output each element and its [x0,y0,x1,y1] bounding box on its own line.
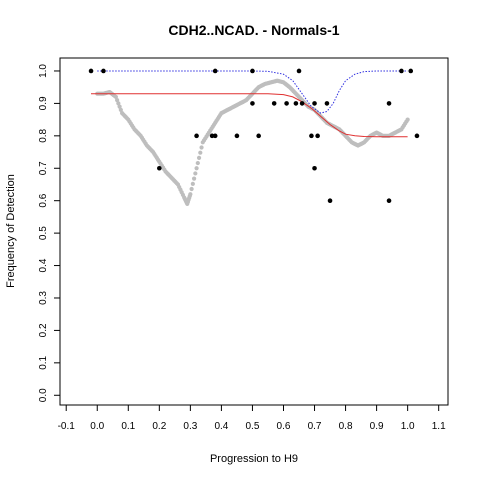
gray-point [196,155,202,160]
gray-point [113,94,118,100]
data-point [271,101,277,106]
x-tick-label: 0.7 [308,421,322,432]
data-point [212,68,218,74]
x-tick-label: -0.1 [58,421,76,432]
gray-point [116,101,121,106]
chart-title: CDH2..NCAD. - Normals-1 [168,22,339,38]
axis-ticks: -0.1 0.0 0.1 0.2 0.3 0.4 0.5 0.6 0.7 0.8 0.9 1.0 1.1… [38,64,446,432]
x-tick-label: 1.0 [401,421,415,432]
y-tick-label: 0.5 [38,226,49,240]
x-axis-label: Progression to H9 [210,453,298,465]
data-point [296,68,302,74]
x-tick-label: 0.8 [339,421,353,432]
y-tick-label: 0.7 [38,161,49,175]
data-point [250,101,255,106]
data-point [250,68,255,74]
plot-frame [59,57,449,406]
gray-point [199,145,204,150]
y-tick-label: 0.4 [38,258,49,272]
y-tick-label: 0.2 [38,323,49,337]
x-tick-label: 1.1 [432,421,446,432]
x-tick-label: 0.9 [370,421,384,432]
gray-point [189,186,194,192]
y-axis-label: Frequency of Detection [5,174,17,288]
data-point [212,133,218,139]
gray-point [117,104,122,109]
x-tick-label: 0.2 [152,421,166,432]
x-tick-label: 0.3 [183,421,197,432]
y-tick-label: 0.0 [38,388,49,402]
x-tick-label: 0.6 [277,421,291,432]
x-tick-label: 0.5 [245,421,259,432]
gray-point [191,176,197,181]
gray-point [115,98,120,103]
y-tick-label: 0.6 [38,193,49,207]
y-tick-label: 0.8 [38,128,49,142]
data-point [234,133,240,139]
y-tick-label: 0.9 [38,96,49,110]
data-point [386,198,392,203]
data-point [399,68,404,74]
gray-point [195,160,200,166]
gray-point [118,107,123,112]
data-point [324,101,330,106]
data-point [386,101,392,106]
gray-point [198,150,203,155]
data-point [408,68,414,74]
data-point [157,165,162,171]
x-tick-label: 0.1 [121,421,135,432]
data-point [312,165,317,171]
data-point [299,101,305,106]
data-point [88,68,94,74]
data-point [194,133,199,139]
x-tick-label: 0.0 [90,421,104,432]
y-tick-label: 0.1 [38,355,49,369]
data-point [414,133,420,139]
y-tick-label: 0.3 [38,291,49,305]
data-point [312,101,317,106]
gray-point [405,117,410,122]
gray-point [194,166,199,171]
data-point [101,68,106,74]
gray-point [190,181,195,186]
data-point [256,133,261,139]
gray-point [193,171,198,176]
x-tick-label: 0.4 [214,421,228,432]
y-tick-label: 1.0 [38,64,49,78]
data-point [315,133,320,139]
gray-point [188,192,193,197]
data-point [327,198,333,203]
data-point [284,101,289,106]
black-point-series [88,68,420,203]
data-point [309,133,314,139]
data-point [293,101,299,106]
